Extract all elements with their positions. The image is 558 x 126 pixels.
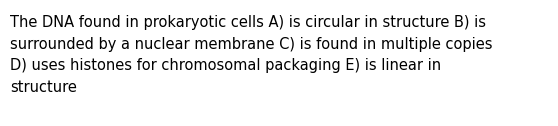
Text: The DNA found in prokaryotic cells A) is circular in structure B) is
surrounded : The DNA found in prokaryotic cells A) is… [10,15,493,95]
